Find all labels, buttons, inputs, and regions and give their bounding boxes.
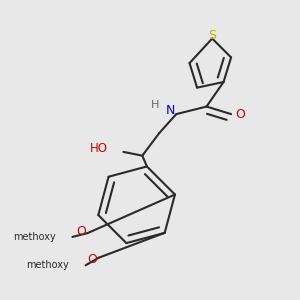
Text: H: H — [151, 100, 160, 110]
Text: O: O — [236, 108, 245, 121]
Text: HO: HO — [90, 142, 108, 155]
Text: O: O — [76, 225, 86, 238]
Text: S: S — [208, 29, 216, 42]
Text: O: O — [87, 253, 97, 266]
Text: N: N — [166, 104, 175, 117]
Text: methoxy: methoxy — [26, 260, 69, 270]
Text: methoxy: methoxy — [13, 232, 56, 242]
